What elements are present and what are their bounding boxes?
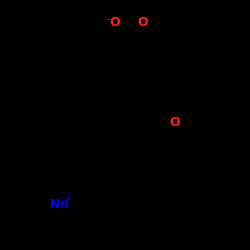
Text: N: N bbox=[50, 198, 60, 211]
Text: -: - bbox=[106, 14, 110, 24]
Text: O: O bbox=[170, 116, 180, 128]
Text: +: + bbox=[64, 196, 71, 204]
Text: H: H bbox=[59, 200, 67, 210]
Text: O: O bbox=[110, 16, 120, 28]
Text: O: O bbox=[138, 16, 148, 28]
